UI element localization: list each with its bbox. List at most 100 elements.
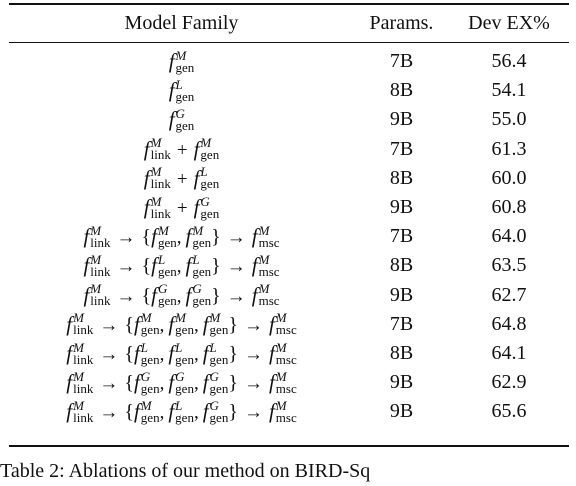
superscript: G [200,193,210,209]
header-params: Params. [369,12,434,34]
function-letter: f [143,165,150,190]
superscript: M [140,397,152,413]
dev-ex-cell: 64.1 [491,342,527,365]
superscript: L [175,397,183,413]
superscript: M [73,368,84,384]
superscript: G [175,368,185,384]
function-letter: f [83,253,90,278]
function-letter: f [251,253,258,278]
function-letter: f [133,341,140,366]
subscript: msc [275,380,297,396]
superscript: G [140,368,151,384]
math-operator: { [124,343,134,366]
subscript: gen [157,263,177,279]
superscript: M [175,47,187,63]
function-letter: f [168,341,175,366]
subscript: msc [258,234,280,250]
math-operator: { [124,401,134,424]
dev-ex-cell: 60.8 [491,196,527,219]
math-operator: → [226,227,246,249]
math-operator: , [176,256,182,278]
superscript: M [175,310,187,326]
subscript: gen [157,293,177,309]
subscript: link [150,147,171,163]
params-cell: 9B [389,108,414,131]
superscript: M [258,251,270,267]
subscript: gen [192,263,212,279]
math-operator: } [228,343,238,366]
superscript: L [192,251,200,267]
dev-ex-cell: 62.9 [491,371,527,394]
math-operator: } [228,401,238,424]
params-cell: 8B [389,166,414,189]
subscript: gen [157,234,177,250]
superscript: M [157,222,169,238]
superscript: M [192,222,204,238]
math-operator: { [124,372,134,395]
function-letter: f [202,399,209,424]
function-letter: f [193,165,200,190]
function-letter: f [133,399,140,424]
table-top-rule [9,3,569,5]
function-letter: f [151,224,157,249]
function-letter: f [66,399,73,424]
superscript: L [157,251,166,267]
function-letter: f [168,107,175,132]
math-operator: , [159,344,165,366]
params-cell: 8B [389,342,414,365]
math-operator: , [159,402,165,424]
function-letter: f [185,224,192,249]
dev-ex-cell: 54.1 [491,79,527,102]
dev-ex-cell: 64.0 [491,225,527,248]
superscript: M [258,281,270,297]
subscript: gen [140,351,160,367]
superscript: M [209,310,221,326]
math-operator: → [116,256,136,278]
math-operator: } [211,226,221,249]
table-caption: Table 2: Ablations of our method on BIRD… [0,460,371,482]
subscript: link [73,409,94,425]
superscript: M [275,339,287,355]
math-operator: → [99,314,119,336]
subscript: msc [275,409,297,425]
math-operator: → [226,285,246,307]
math-operator: , [193,314,199,336]
subscript: gen [175,409,194,425]
